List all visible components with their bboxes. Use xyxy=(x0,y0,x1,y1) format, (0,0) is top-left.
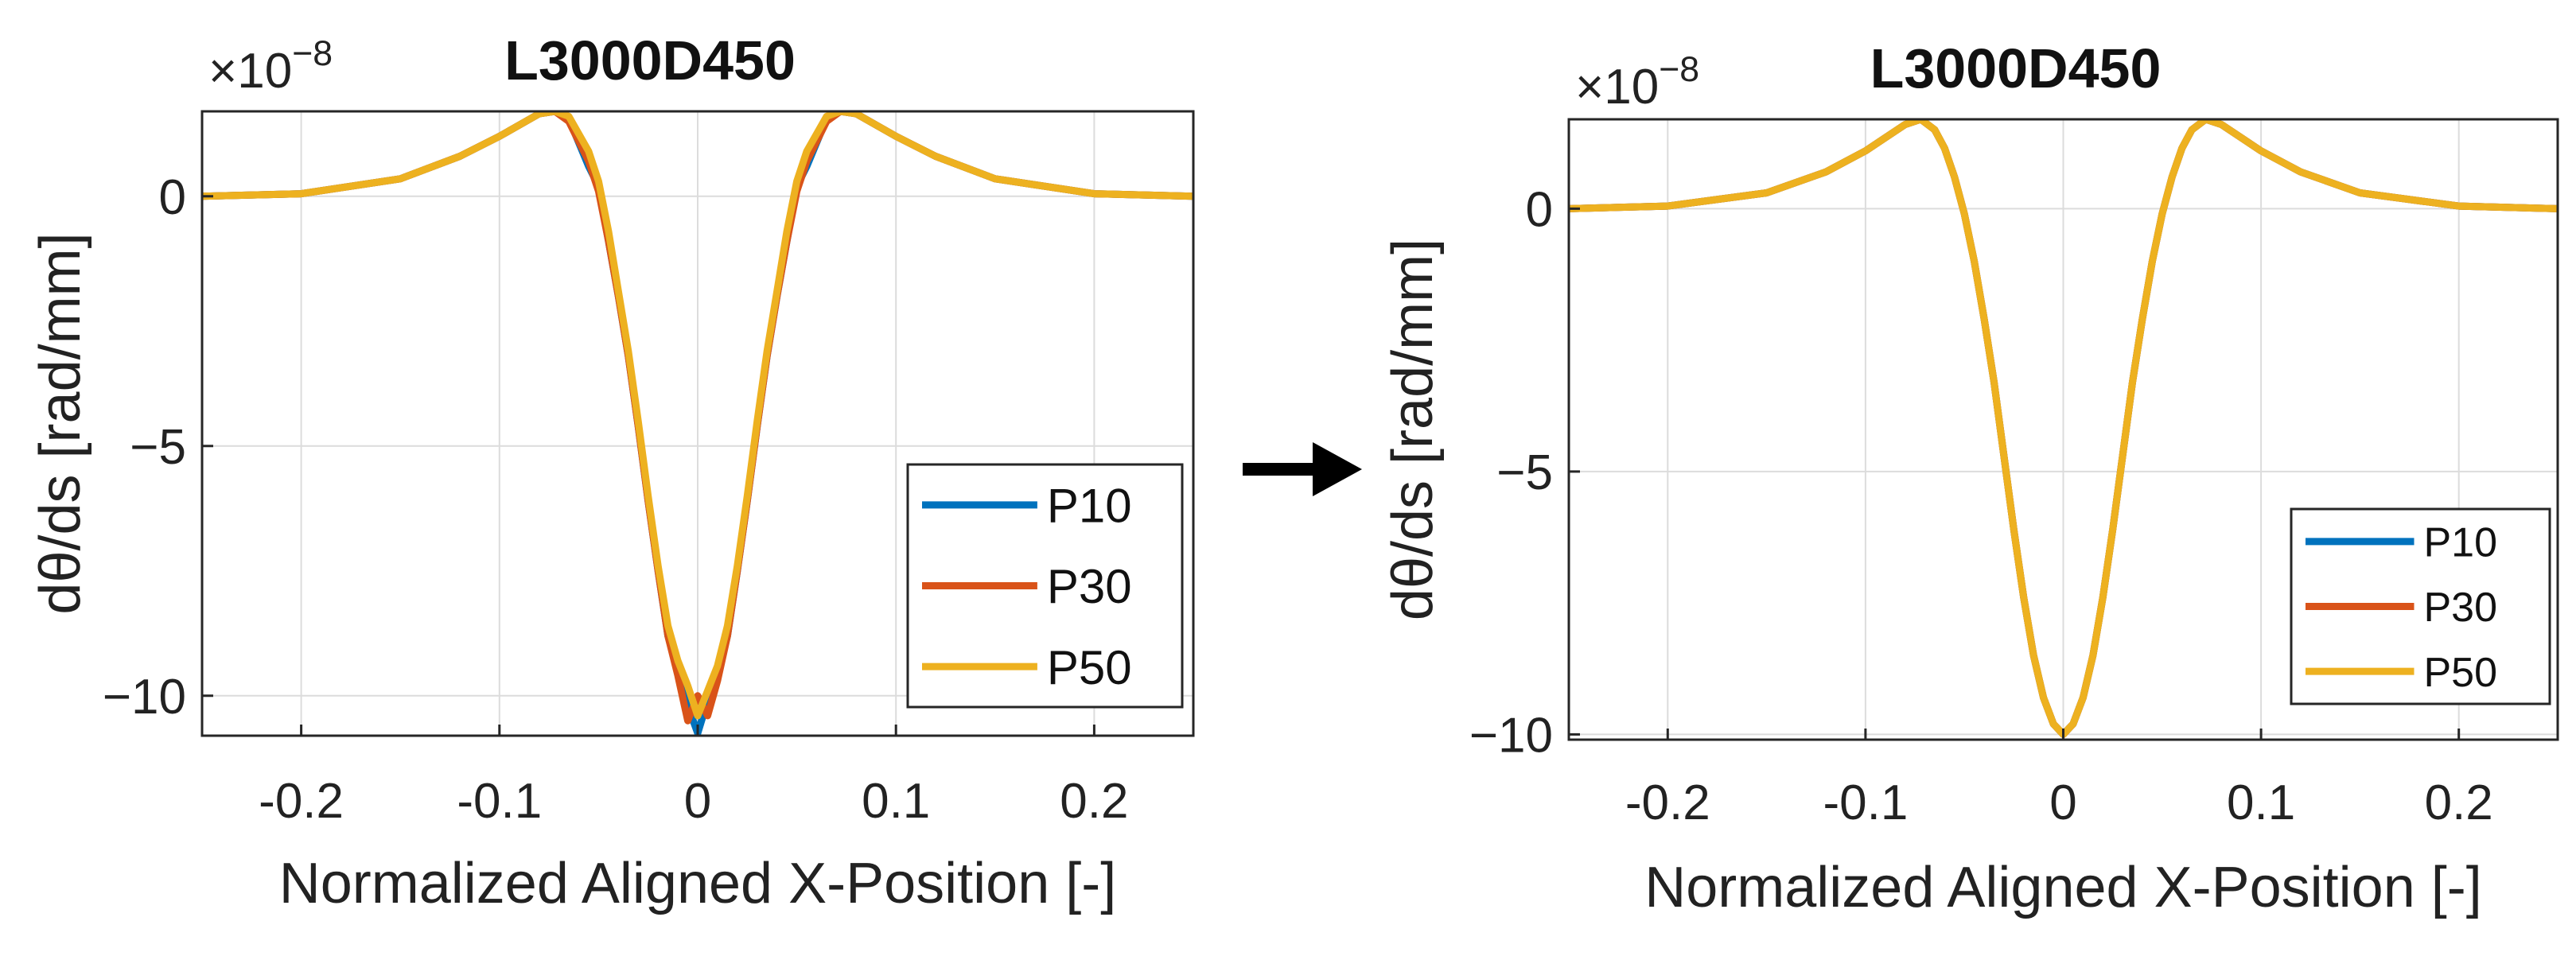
exponent-base: ×10 xyxy=(1575,60,1659,115)
legend-label-p50: P50 xyxy=(2424,650,2498,696)
x-tick-label: 0.1 xyxy=(2227,775,2295,830)
chart-left: -0.2 -0.1 0 0.1 0.2 0 −5 −10 ×10−8 L3000D450 Norma… xyxy=(29,29,1195,915)
chart-title: L3000D450 xyxy=(504,29,796,91)
exponent-base: ×10 xyxy=(208,44,292,99)
y-axis-label: dθ/ds [rad/mm] xyxy=(29,232,92,614)
chart-right: -0.2 -0.1 0 0.1 0.2 0 −5 −10 ×10−8 L3000D450 Norma… xyxy=(1381,37,2559,919)
y-tick-label: 0 xyxy=(1526,183,1553,238)
legend-label-p30: P30 xyxy=(1047,560,1132,613)
legend: P10 P30 P50 xyxy=(2290,507,2551,705)
x-tick-label: -0.2 xyxy=(259,774,344,829)
exponent-power: −8 xyxy=(292,34,333,73)
y-exponent-label: ×10−8 xyxy=(1575,50,1699,115)
series-line-p50 xyxy=(202,111,1193,720)
y-tick-label: −10 xyxy=(1469,709,1553,764)
x-axis-label: Normalized Aligned X-Position [-] xyxy=(1644,856,2481,919)
x-tick-label: 0 xyxy=(2049,775,2076,830)
x-tick-label: 0.1 xyxy=(862,774,930,829)
y-tick-label: −5 xyxy=(1496,445,1553,500)
chart-title: L3000D450 xyxy=(1870,37,2162,99)
y-tick-label: −10 xyxy=(103,670,186,725)
x-tick-label: 0 xyxy=(684,774,711,829)
legend-label-p10: P10 xyxy=(1047,479,1132,532)
legend: P10 P30 P50 xyxy=(906,463,1184,709)
x-axis-label: Normalized Aligned X-Position [-] xyxy=(279,852,1116,915)
legend-label-p10: P10 xyxy=(2424,520,2498,566)
x-tick-label: 0.2 xyxy=(2425,775,2493,830)
exponent-power: −8 xyxy=(1659,50,1699,89)
x-tick-label: -0.2 xyxy=(1625,775,1710,830)
y-exponent-label: ×10−8 xyxy=(208,34,333,99)
legend-label-p50: P50 xyxy=(1047,641,1132,694)
x-tick-label: -0.1 xyxy=(457,774,542,829)
y-tick-label: 0 xyxy=(159,170,186,225)
y-axis-label: dθ/ds [rad/mm] xyxy=(1381,239,1445,620)
legend-label-p30: P30 xyxy=(2424,585,2498,631)
transition-arrow-icon xyxy=(1243,442,1362,496)
y-tick-label: −5 xyxy=(130,420,186,475)
x-tick-label: -0.1 xyxy=(1823,775,1908,830)
x-tick-label: 0.2 xyxy=(1060,774,1128,829)
